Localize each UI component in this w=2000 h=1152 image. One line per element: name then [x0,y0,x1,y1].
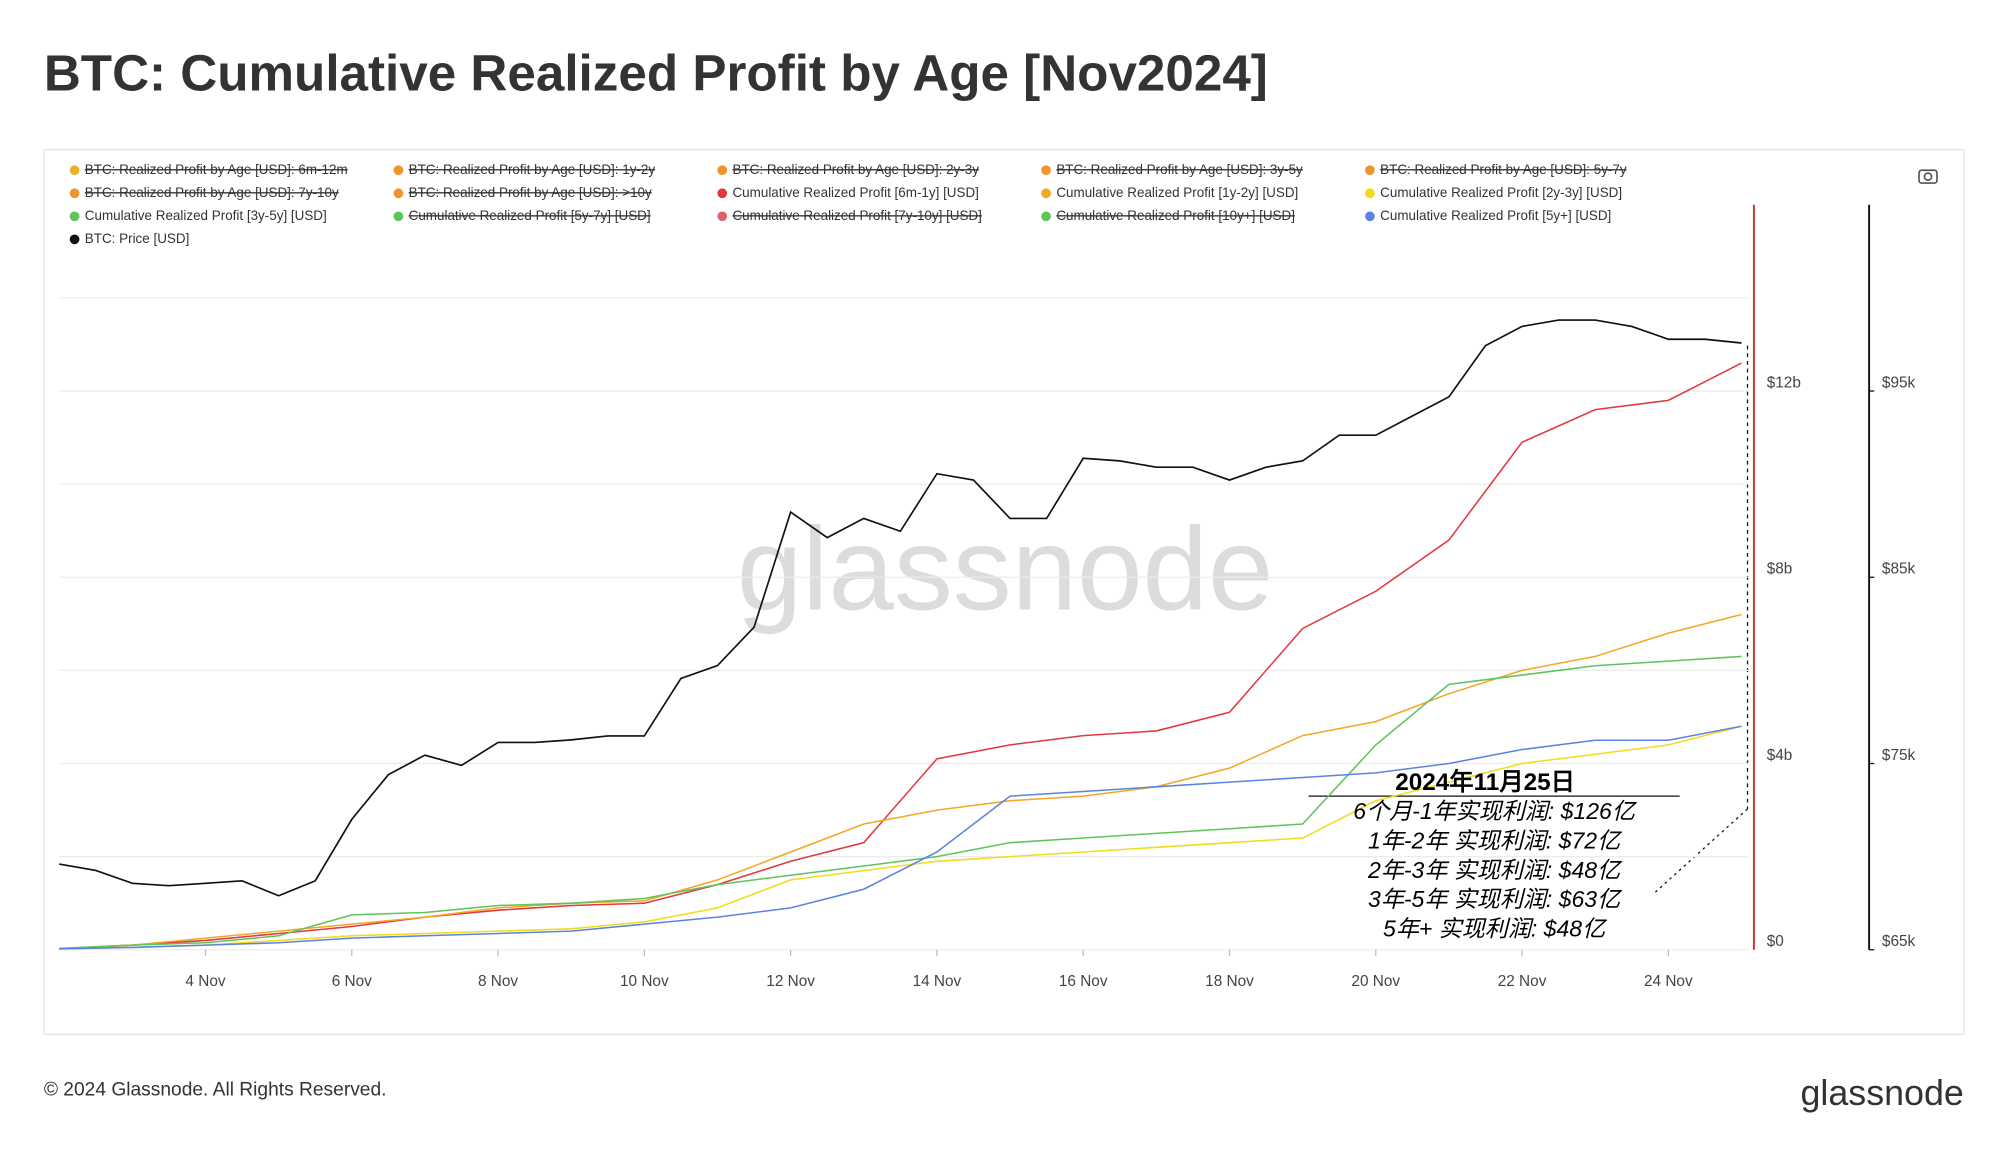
y-tick-label: $0 [1767,933,1784,950]
legend-entry[interactable]: BTC: Realized Profit by Age [USD]: 6m-12… [85,162,348,177]
legend-entry[interactable]: Cumulative Realized Profit [10y+] [USD] [1056,208,1295,223]
legend-entry[interactable]: BTC: Realized Profit by Age [USD]: 2y-3y [732,162,979,177]
price-line [59,319,1742,897]
y-tick-label: $8b [1767,561,1793,578]
legend-marker [69,234,80,245]
series-line [59,613,1742,950]
legend-marker [1041,211,1051,222]
y-tick-label: $12b [1767,374,1801,391]
x-tick-label: 16 Nov [1059,973,1108,990]
legend-entry[interactable]: BTC: Realized Profit by Age [USD]: 5y-7y [1380,162,1627,177]
watermark: glassnode [737,503,1274,635]
y-tick-label: $4b [1767,747,1793,764]
legend-entry[interactable]: Cumulative Realized Profit [5y+] [USD] [1380,208,1611,223]
legend-entry[interactable]: BTC: Realized Profit by Age [USD]: >10y [409,185,652,200]
legend-entry[interactable]: BTC: Price [USD] [85,231,190,246]
legend-marker [717,188,728,199]
legend-entry[interactable]: Cumulative Realized Profit [1y-2y] [USD] [1056,185,1298,200]
legend-entry[interactable]: BTC: Realized Profit by Age [USD]: 7y-10… [85,185,339,200]
copyright: © 2024 Glassnode. All Rights Reserved. [44,1080,387,1101]
chart-title: BTC: Cumulative Realized Profit by Age [… [44,44,1268,101]
series-line [59,725,1742,950]
legend-entry[interactable]: BTC: Realized Profit by Age [USD]: 3y-5y [1056,162,1303,177]
legend-marker [69,165,80,176]
annotation-line: 1年-2年 实现利润: $72亿 [1368,827,1623,853]
pointer-line [1654,808,1748,893]
legend-marker [69,211,80,222]
y2-tick-label: $65k [1882,933,1916,950]
legend-marker [393,165,404,176]
legend-marker [1041,188,1051,199]
x-tick-label: 8 Nov [478,973,518,990]
x-tick-label: 14 Nov [913,973,962,990]
legend-entry[interactable]: Cumulative Realized Profit [5y-7y] [USD] [409,208,651,223]
legend-entry[interactable]: Cumulative Realized Profit [7y-10y] [USD… [732,208,981,223]
chart-frame [43,149,1965,1035]
x-tick-label: 22 Nov [1498,973,1547,990]
legend-marker [717,165,728,176]
x-tick-label: 24 Nov [1644,973,1693,990]
x-tick-label: 6 Nov [332,973,372,990]
x-tick-label: 4 Nov [185,973,225,990]
legend-entry[interactable]: Cumulative Realized Profit [6m-1y] [USD] [732,185,978,200]
y2-tick-label: $95k [1882,374,1916,391]
x-tick-label: 18 Nov [1205,973,1254,990]
x-tick-label: 20 Nov [1351,973,1400,990]
legend-entry[interactable]: Cumulative Realized Profit [3y-5y] [USD] [85,208,327,223]
y2-tick-label: $85k [1882,561,1916,578]
x-tick-label: 12 Nov [766,973,815,990]
legend-marker [69,188,80,199]
legend-entry[interactable]: Cumulative Realized Profit [2y-3y] [USD] [1380,185,1622,200]
series-line [59,362,1742,950]
series-line [59,725,1742,950]
legend-entry[interactable]: BTC: Realized Profit by Age [USD]: 1y-2y [409,162,656,177]
y2-tick-label: $75k [1882,747,1916,764]
legend-marker [1365,165,1375,176]
logo: glassnode [1800,1073,1963,1113]
legend-marker [1041,165,1051,176]
legend-marker [717,211,728,222]
annotation-line: 3年-5年 实现利润: $63亿 [1368,886,1623,912]
annotation-line: 5年+ 实现利润: $48亿 [1383,916,1608,942]
annotation-line: 6个月-1年实现利润: $126亿 [1353,798,1638,824]
x-tick-label: 10 Nov [620,973,669,990]
annotation-title: 2024年11月25日 [1395,768,1575,796]
annotation-line: 2年-3年 实现利润: $48亿 [1367,857,1623,883]
legend-marker [1365,211,1375,222]
legend-marker [393,211,404,222]
legend-marker [393,188,404,199]
legend-marker [1365,188,1375,199]
series-line [59,655,1742,950]
camera-icon[interactable] [1918,169,1938,184]
